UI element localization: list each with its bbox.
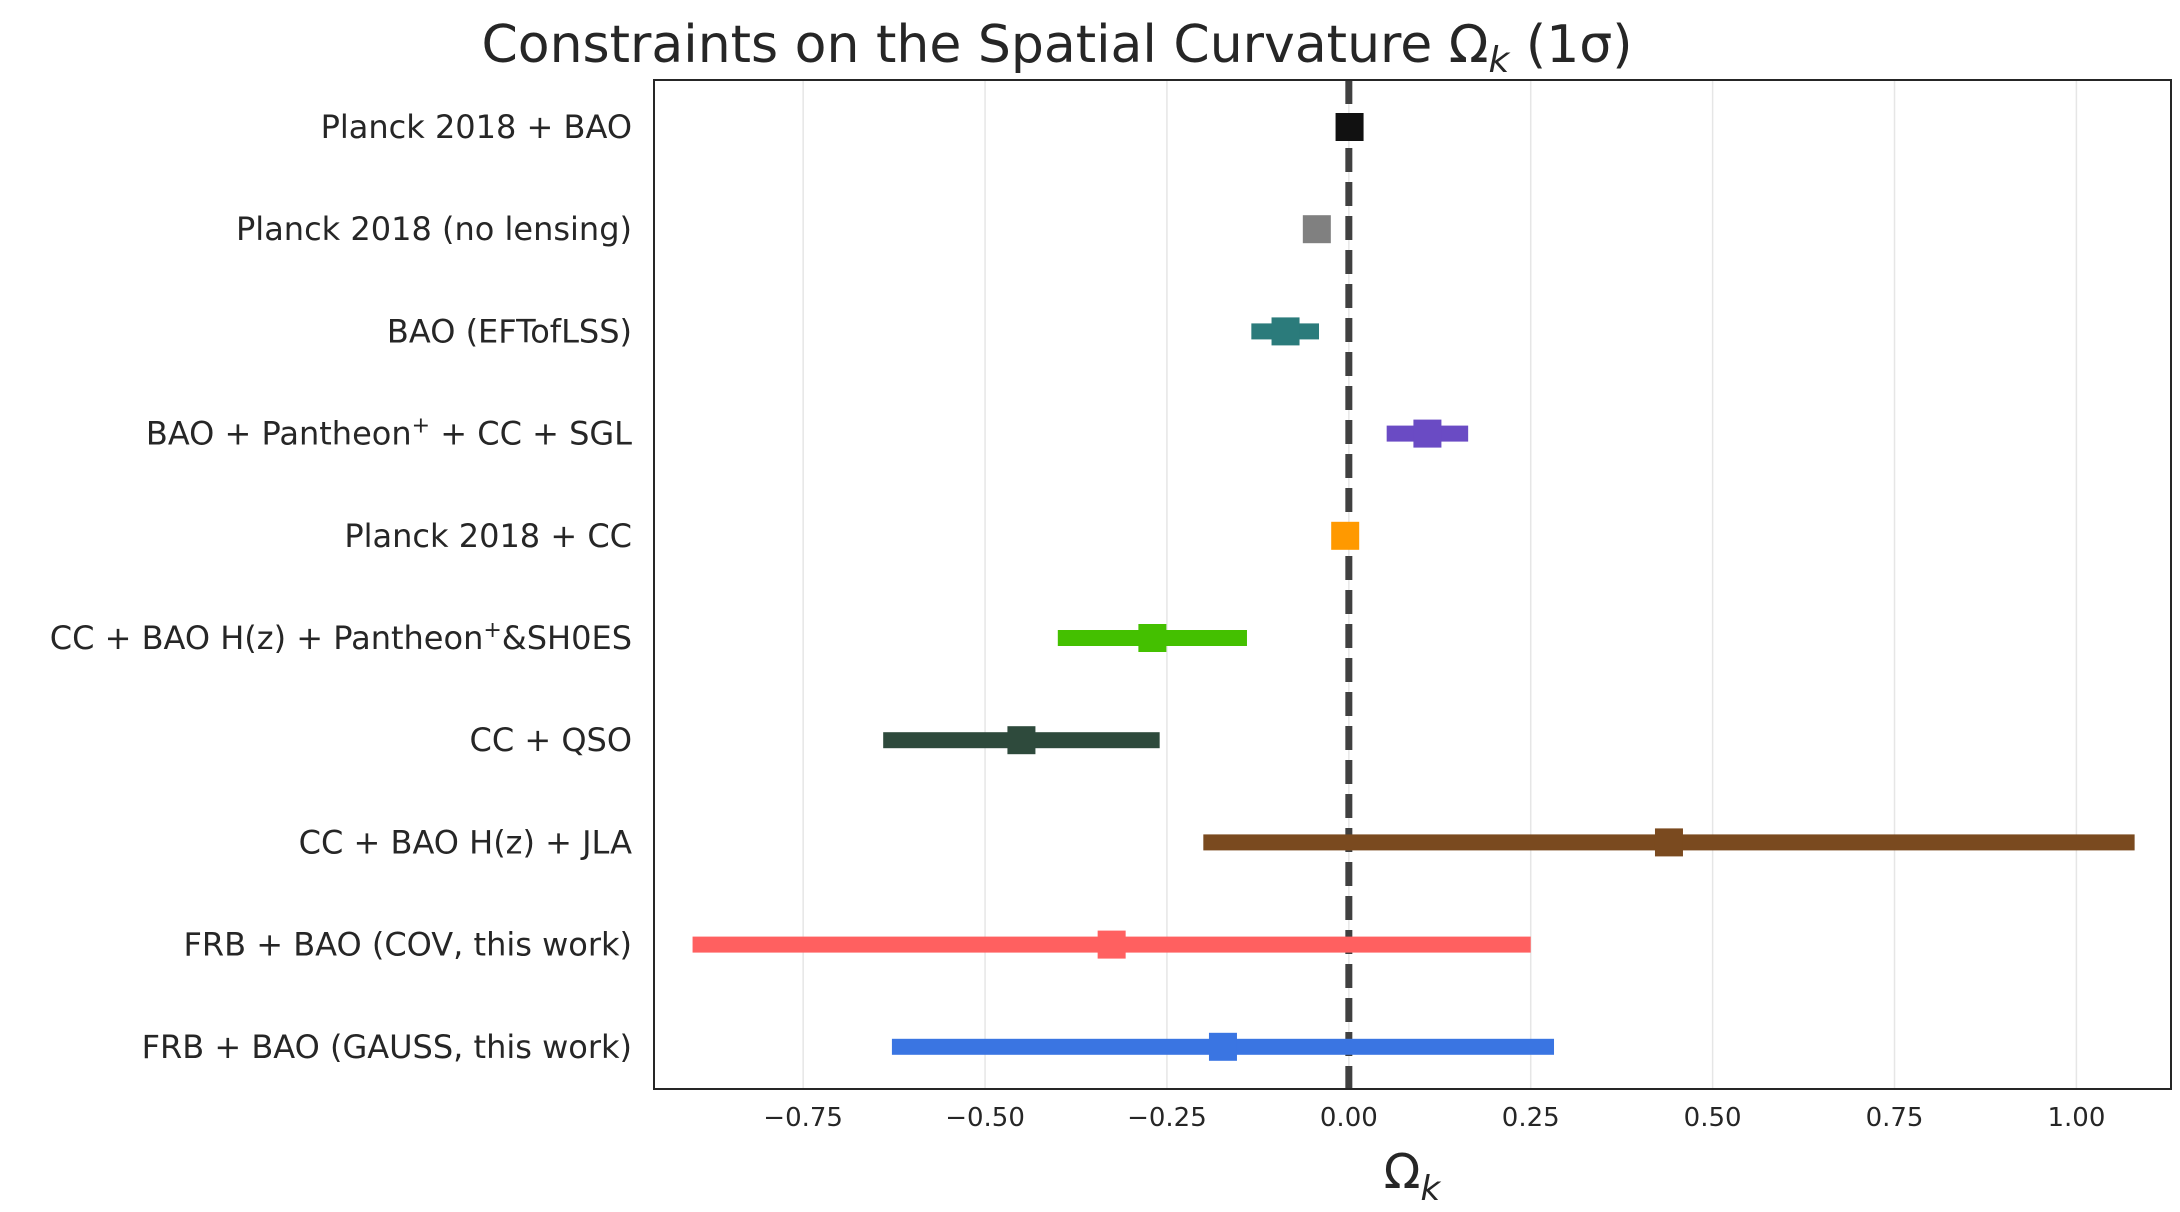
y-label-1: Planck 2018 (no lensing) bbox=[236, 210, 632, 248]
marker-8 bbox=[1097, 930, 1126, 959]
x-tick-label-5: 0.50 bbox=[1684, 1103, 1742, 1133]
y-label-4: Planck 2018 + CC bbox=[344, 517, 632, 555]
y-label-2: BAO (EFTofLSS) bbox=[387, 312, 632, 350]
x-axis-label: Ωk bbox=[1384, 1144, 1442, 1209]
grid-lines bbox=[802, 80, 2078, 1089]
chart-title: Constraints on the Spatial Curvature Ωk … bbox=[481, 15, 1632, 81]
error-bars bbox=[692, 113, 2135, 1061]
y-label-0: Planck 2018 + BAO bbox=[321, 108, 632, 146]
y-label-9: FRB + BAO (GAUSS, this work) bbox=[142, 1028, 632, 1066]
marker-6 bbox=[1007, 726, 1036, 755]
marker-4 bbox=[1331, 521, 1360, 550]
x-tick-label-0: −0.75 bbox=[763, 1103, 843, 1133]
y-label-3: BAO + Pantheon+ + CC + SGL bbox=[146, 414, 632, 453]
marker-9 bbox=[1208, 1032, 1237, 1061]
marker-3 bbox=[1413, 419, 1442, 448]
x-tick-label-2: −0.25 bbox=[1127, 1103, 1207, 1133]
y-tick-labels: Planck 2018 + BAO Planck 2018 (no lensing… bbox=[50, 108, 632, 1066]
x-tick-label-7: 1.00 bbox=[2047, 1103, 2105, 1133]
marker-7 bbox=[1654, 828, 1683, 857]
x-tick-label-4: 0.25 bbox=[1502, 1103, 1560, 1133]
y-label-7: CC + BAO H(z) + JLA bbox=[299, 823, 632, 861]
marker-1 bbox=[1302, 215, 1331, 244]
marker-5 bbox=[1138, 624, 1167, 652]
y-label-8: FRB + BAO (COV, this work) bbox=[183, 926, 632, 964]
marker-0 bbox=[1335, 113, 1364, 141]
x-tick-label-1: −0.50 bbox=[945, 1103, 1025, 1133]
marker-2 bbox=[1271, 317, 1300, 346]
x-tick-label-3: 0.00 bbox=[1320, 1103, 1378, 1133]
plot-frame bbox=[653, 79, 2172, 1090]
x-tick-labels: −0.75 −0.50 −0.25 0.00 0.25 0.50 0.75 1.00 bbox=[763, 1103, 2105, 1133]
y-label-6: CC + QSO bbox=[469, 721, 632, 759]
x-tick-label-6: 0.75 bbox=[1866, 1103, 1924, 1133]
y-label-5: CC + BAO H(z) + Pantheon+&SH0ES bbox=[50, 618, 632, 657]
